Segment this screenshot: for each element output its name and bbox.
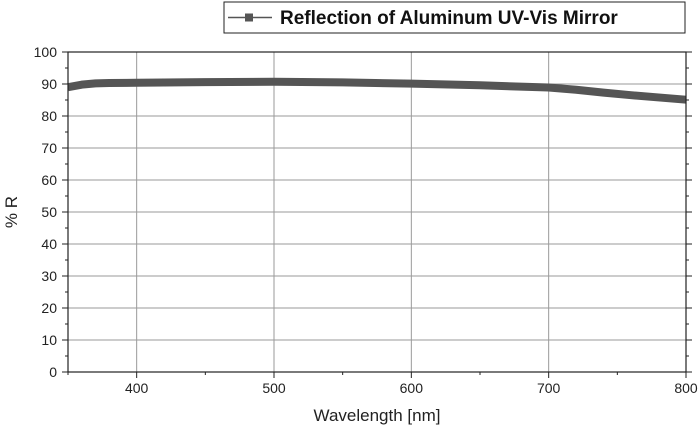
x-tick-label: 800 [674, 380, 698, 396]
y-tick-label: 0 [49, 364, 57, 380]
y-tick-label: 60 [41, 172, 57, 188]
y-tick-label: 80 [41, 108, 57, 124]
x-tick-label: 500 [262, 380, 286, 396]
x-axis-title: Wavelength [nm] [314, 406, 441, 425]
y-tick-label: 10 [41, 332, 57, 348]
legend: Reflection of Aluminum UV-Vis Mirror [223, 1, 686, 34]
y-tick-label: 100 [34, 44, 58, 60]
gridlines [68, 52, 686, 372]
x-tick-label: 400 [125, 380, 149, 396]
x-tick-label: 600 [400, 380, 424, 396]
legend-series-label: Reflection of Aluminum UV-Vis Mirror [280, 8, 618, 29]
x-tick-label: 700 [537, 380, 561, 396]
y-tick-label: 70 [41, 140, 57, 156]
y-tick-label: 40 [41, 236, 57, 252]
y-tick-label: 50 [41, 204, 57, 220]
axis-ticks [62, 51, 692, 378]
y-tick-label: 30 [41, 268, 57, 284]
tick-labels: 400 500 600 700 800 0 10 20 30 40 50 60 70 80 90 100 [34, 44, 698, 396]
legend-box [223, 1, 686, 34]
y-axis-title: % R [2, 196, 21, 228]
series-line [67, 77, 687, 104]
series-layer [67, 77, 687, 104]
y-tick-label: 90 [41, 76, 57, 92]
y-tick-label: 20 [41, 300, 57, 316]
legend-square-marker [245, 13, 253, 22]
